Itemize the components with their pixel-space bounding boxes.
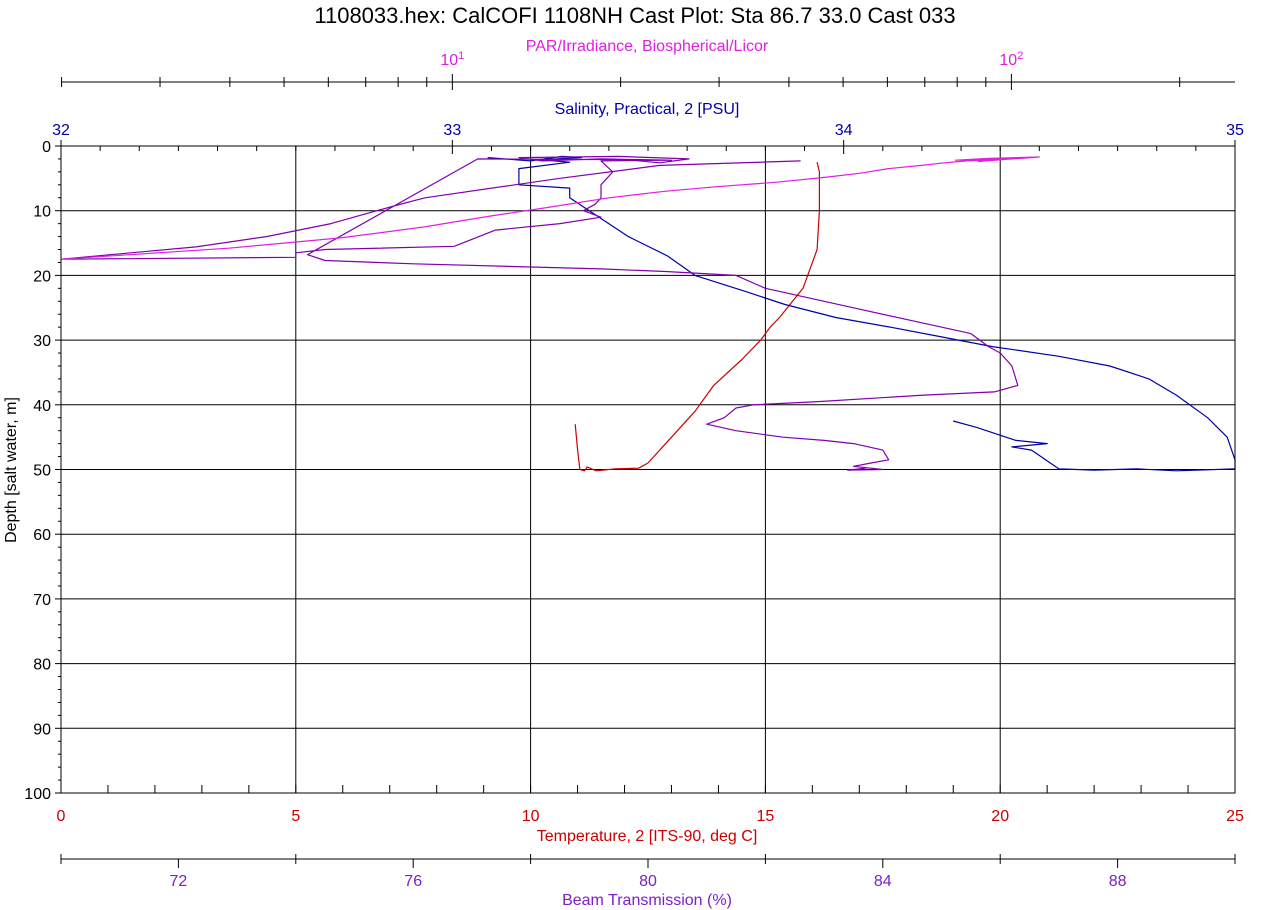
temperature-tick-label: 0 (57, 808, 66, 825)
beam-series-line (60, 155, 1019, 471)
temperature-axis-label: Temperature, 2 [ITS-90, deg C] (537, 828, 758, 845)
depth-tick-label: 80 (33, 657, 51, 674)
temperature-tick-label: 5 (291, 808, 300, 825)
par-tick-base: 10 (440, 52, 458, 69)
par-tick-exp: 2 (1017, 50, 1023, 62)
beam-tick-label: 80 (639, 873, 657, 890)
depth-tick-label: 30 (33, 333, 51, 350)
axis-labels: 0 10 20 30 40 50 60 70 80 90 100 0 5 10 15 20 25 72 76 80 84… (24, 50, 1244, 890)
depth-tick-label: 10 (33, 204, 51, 221)
axis-ticks (55, 74, 1236, 868)
par-tick-label: 102 (999, 50, 1023, 69)
depth-tick-label: 60 (33, 527, 51, 544)
beam-tick-label: 84 (874, 873, 892, 890)
temperature-tick-label: 10 (522, 808, 540, 825)
par-tick-exp: 1 (458, 50, 464, 62)
depth-tick-label: 0 (42, 139, 51, 156)
depth-tick-label: 40 (33, 398, 51, 415)
depth-tick-label: 50 (33, 463, 51, 480)
temperature-tick-label: 20 (991, 808, 1009, 825)
salinity-tick-label: 35 (1226, 122, 1244, 139)
salinity-tick-label: 33 (443, 122, 461, 139)
temperature-tick-label: 15 (757, 808, 775, 825)
par-tick-base: 10 (999, 52, 1017, 69)
data-series (60, 155, 1236, 472)
beam-tick-label: 76 (404, 873, 422, 890)
salinity-tick-label: 32 (52, 122, 70, 139)
grid-lines (61, 146, 1235, 793)
par-axis-label: PAR/Irradiance, Biospherical/Licor (526, 38, 769, 55)
salinity-axis-label: Salinity, Practical, 2 [PSU] (555, 101, 740, 118)
beam-axis-label: Beam Transmission (%) (562, 892, 732, 909)
temperature-tick-label: 25 (1226, 808, 1244, 825)
temperature-series-line (574, 162, 821, 472)
chart-title: 1108033.hex: CalCOFI 1108NH Cast Plot: S… (314, 3, 955, 28)
beam-tick-label: 88 (1109, 873, 1127, 890)
beam-tick-label: 72 (170, 873, 188, 890)
depth-tick-label: 70 (33, 592, 51, 609)
salinity-series-line (487, 155, 1236, 472)
depth-tick-label: 90 (33, 721, 51, 738)
depth-tick-label: 20 (33, 268, 51, 285)
depth-axis-label: Depth [salt water, m] (3, 397, 20, 543)
par-series-line (60, 156, 1040, 260)
par-tick-label: 101 (440, 50, 464, 69)
depth-tick-label: 100 (24, 786, 51, 803)
salinity-tick-label: 34 (835, 122, 853, 139)
